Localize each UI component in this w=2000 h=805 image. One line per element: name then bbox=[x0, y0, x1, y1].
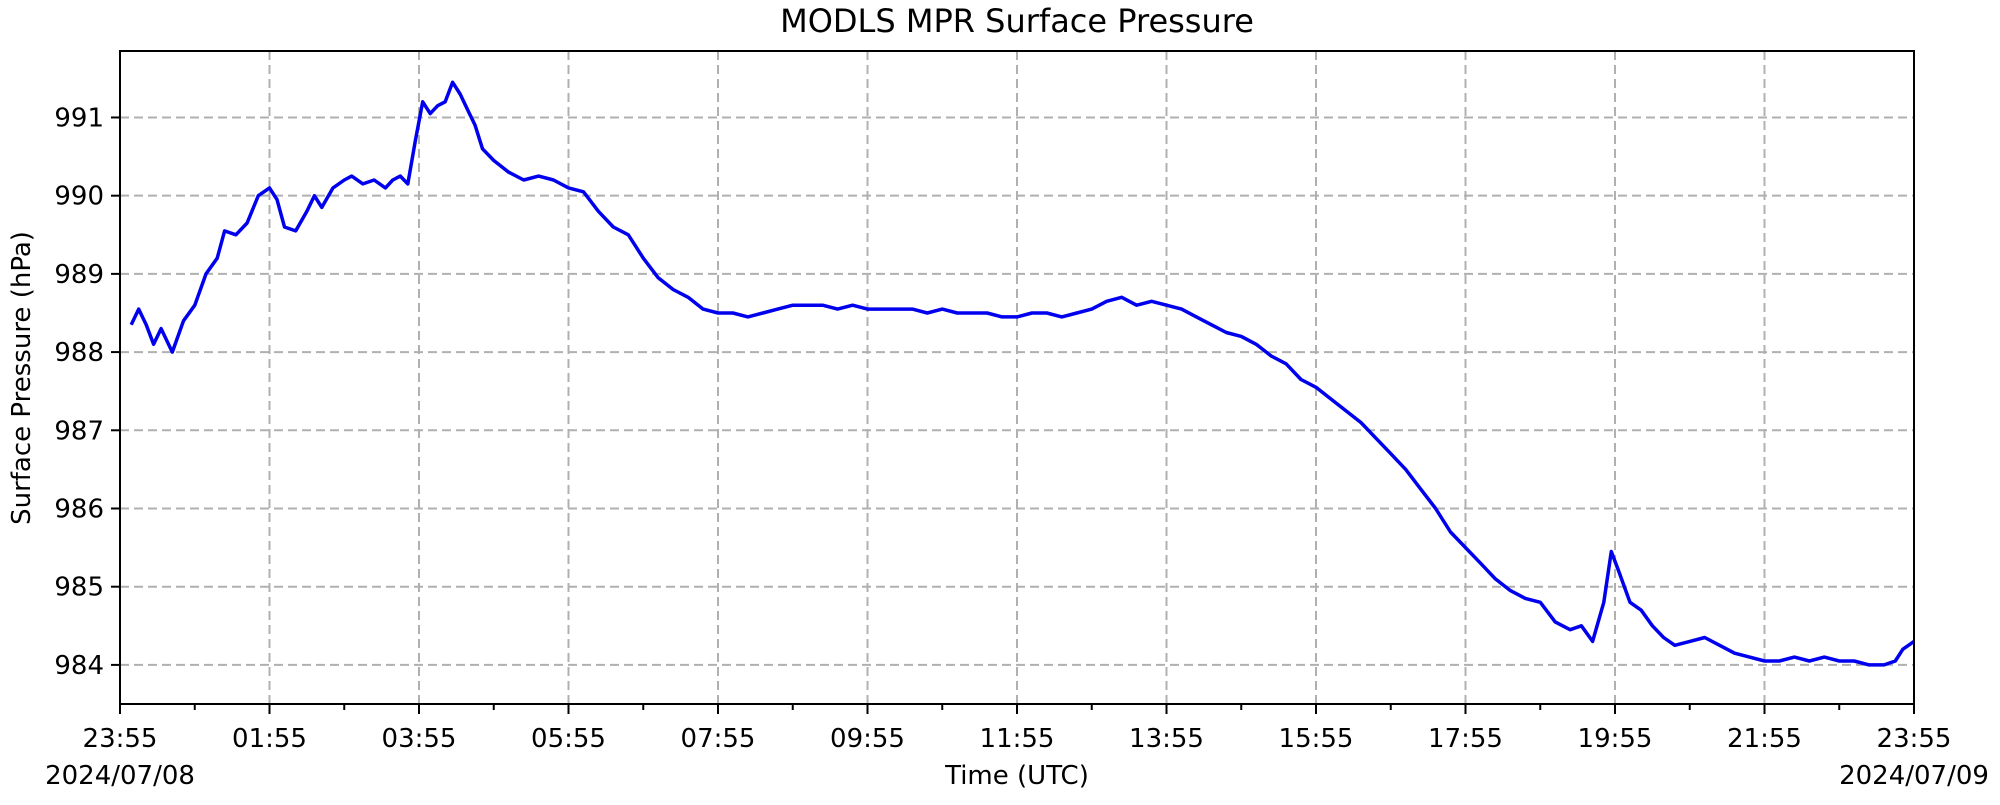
y-tick-label: 988 bbox=[54, 338, 104, 368]
x-tick-label: 23:55 bbox=[1877, 724, 1952, 754]
start-date-label: 2024/07/08 bbox=[45, 761, 195, 791]
y-tick-label: 990 bbox=[54, 182, 104, 212]
x-tick-label: 19:55 bbox=[1578, 724, 1653, 754]
series-layer bbox=[129, 80, 1916, 667]
x-tick-label: 03:55 bbox=[382, 724, 457, 754]
pressure-series-line bbox=[129, 80, 1916, 667]
y-axis-ticks: 984 985 986 987 988 989 990 991 bbox=[54, 103, 120, 681]
y-tick-label: 987 bbox=[54, 416, 104, 446]
y-tick-label: 991 bbox=[54, 103, 104, 133]
x-tick-label: 13:55 bbox=[1129, 724, 1204, 754]
y-tick-label: 984 bbox=[54, 651, 104, 681]
x-tick-label: 15:55 bbox=[1279, 724, 1354, 754]
y-tick-label: 986 bbox=[54, 494, 104, 524]
y-axis-label: Surface Pressure (hPa) bbox=[7, 231, 37, 525]
y-tick-label: 985 bbox=[54, 573, 104, 603]
x-tick-label: 05:55 bbox=[531, 724, 606, 754]
grid-lines bbox=[120, 51, 1914, 704]
x-tick-label: 17:55 bbox=[1428, 724, 1503, 754]
x-tick-label: 09:55 bbox=[830, 724, 905, 754]
x-tick-label: 21:55 bbox=[1727, 724, 1802, 754]
end-date-label: 2024/07/09 bbox=[1839, 761, 1989, 791]
x-tick-label: 11:55 bbox=[980, 724, 1055, 754]
x-tick-label: 07:55 bbox=[681, 724, 756, 754]
chart-title: MODLS MPR Surface Pressure bbox=[780, 2, 1254, 40]
x-tick-label: 23:55 bbox=[83, 724, 158, 754]
x-tick-label: 01:55 bbox=[232, 724, 307, 754]
y-tick-label: 989 bbox=[54, 260, 104, 290]
x-axis-ticks: 23:55 01:55 03:55 05:55 07:55 09:55 11:55 13:55… bbox=[83, 704, 1952, 754]
x-axis-label: Time (UTC) bbox=[944, 761, 1089, 791]
